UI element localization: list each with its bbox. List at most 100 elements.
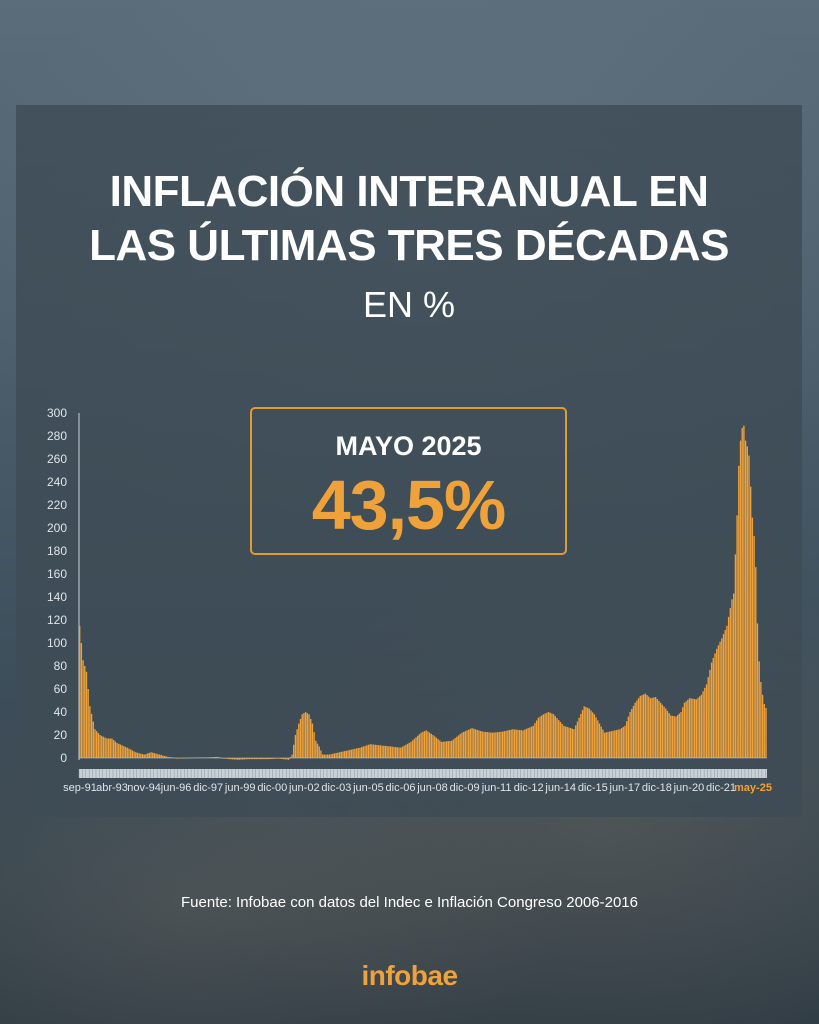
bar xyxy=(656,698,658,758)
bar xyxy=(646,695,648,758)
bar xyxy=(289,757,292,758)
bar xyxy=(486,732,489,759)
bar xyxy=(478,730,480,758)
bar xyxy=(267,758,269,760)
bar xyxy=(111,738,113,758)
bar xyxy=(658,700,660,758)
bar xyxy=(315,740,317,758)
bar xyxy=(216,756,218,758)
bar xyxy=(716,648,718,758)
bar xyxy=(522,730,524,758)
bar xyxy=(746,446,748,758)
bar xyxy=(695,699,698,758)
bar xyxy=(590,710,592,758)
bar xyxy=(342,751,344,758)
bar xyxy=(281,758,283,759)
bar xyxy=(259,758,261,760)
bar xyxy=(615,730,618,758)
bar xyxy=(712,657,714,758)
bar xyxy=(575,725,577,758)
x-tick-label: jun-05 xyxy=(352,782,384,794)
bar xyxy=(323,754,325,758)
bar xyxy=(213,757,215,758)
bar xyxy=(717,645,720,758)
bar xyxy=(539,716,541,758)
bar xyxy=(286,758,288,760)
bar xyxy=(513,729,516,758)
x-tick-label: dic-18 xyxy=(642,782,672,794)
bar xyxy=(744,440,747,758)
highlight-label: MAYO 2025 xyxy=(335,431,482,461)
bar xyxy=(561,723,563,758)
bar xyxy=(636,700,638,758)
bar xyxy=(104,737,106,758)
bar xyxy=(140,753,142,758)
bar xyxy=(639,695,641,758)
bar xyxy=(318,746,320,758)
bar xyxy=(357,748,359,758)
bar xyxy=(731,599,733,758)
bar xyxy=(362,746,365,758)
y-tick-label: 300 xyxy=(47,406,67,420)
y-tick-label: 220 xyxy=(47,498,67,512)
bar xyxy=(520,730,523,758)
bar xyxy=(578,717,580,758)
bar xyxy=(763,703,765,758)
bar xyxy=(233,758,235,760)
bar xyxy=(80,643,83,758)
bar xyxy=(287,758,290,760)
bar xyxy=(99,735,101,758)
bar xyxy=(116,743,118,758)
y-tick-label: 200 xyxy=(47,521,67,535)
x-tick-label: dic-03 xyxy=(321,782,351,794)
bar xyxy=(573,729,575,758)
bar xyxy=(729,608,731,758)
bar xyxy=(401,746,404,758)
bar xyxy=(727,616,730,758)
bar xyxy=(580,713,582,758)
bar xyxy=(583,706,585,758)
bar xyxy=(372,744,375,758)
bar xyxy=(313,732,315,759)
bar xyxy=(242,758,244,760)
bar xyxy=(170,757,173,758)
bar xyxy=(388,746,390,758)
bar xyxy=(449,740,451,758)
bar xyxy=(437,739,439,758)
bar xyxy=(626,721,628,758)
bar xyxy=(469,728,472,758)
y-tick-label: 0 xyxy=(60,751,67,765)
bar xyxy=(461,732,463,758)
bar xyxy=(95,731,98,758)
bar xyxy=(299,718,302,758)
bar xyxy=(704,687,706,758)
bar xyxy=(169,757,171,758)
bar xyxy=(709,669,711,758)
bar xyxy=(262,758,264,760)
bar xyxy=(551,713,553,758)
bar xyxy=(688,698,691,758)
bar xyxy=(148,752,151,758)
bar xyxy=(595,717,597,758)
chart-panel xyxy=(16,105,802,817)
bar xyxy=(693,699,696,758)
bar xyxy=(293,744,295,758)
bar xyxy=(552,714,555,758)
x-tick-label: jun-17 xyxy=(609,782,641,794)
bar xyxy=(155,753,157,758)
bar xyxy=(430,733,432,758)
bar xyxy=(585,707,587,758)
bar xyxy=(310,718,312,758)
bar xyxy=(488,732,490,758)
bar xyxy=(272,758,275,759)
bar xyxy=(659,702,662,758)
bar xyxy=(610,731,613,758)
bar xyxy=(680,712,682,758)
bar xyxy=(733,593,735,758)
bar xyxy=(476,729,478,758)
bar xyxy=(284,758,286,760)
bar xyxy=(420,732,422,758)
bar xyxy=(462,731,465,758)
bar xyxy=(264,758,266,760)
x-tick-label: dic-00 xyxy=(257,782,287,794)
